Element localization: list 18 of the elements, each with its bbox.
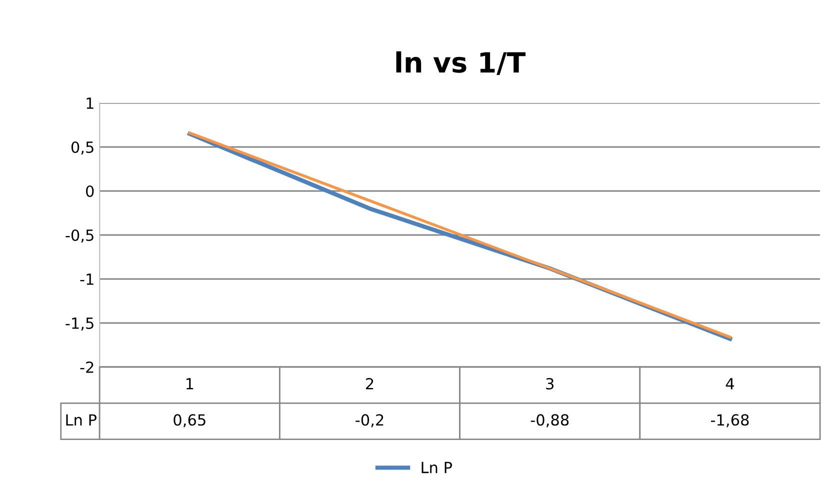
- x-tick-label: 1: [186, 378, 194, 390]
- y-tick-label: -0,5: [66, 229, 94, 243]
- x-tick-label: 4: [726, 378, 734, 390]
- x-tick-label: 3: [546, 378, 554, 390]
- text: Ln P: [66, 414, 96, 426]
- y-tick-label: 0,5: [71, 141, 94, 155]
- y-tick-label: 1: [86, 98, 94, 109]
- chart-title: ln vs 1/T: [396, 51, 526, 76]
- y-tick-label: 0: [86, 185, 94, 198]
- y-tick-label: -1,5: [66, 318, 94, 331]
- y-tick-label: -1: [80, 274, 94, 285]
- x-tick-label: 2: [366, 378, 374, 390]
- data-label: -1,68: [710, 414, 749, 428]
- y-tick-label: -2: [80, 361, 94, 373]
- data-label: 0,65: [174, 414, 206, 428]
- data-label: -0,2: [356, 414, 384, 428]
- legend-label: Ln P: [422, 462, 452, 474]
- data-label: -0,88: [530, 414, 569, 428]
